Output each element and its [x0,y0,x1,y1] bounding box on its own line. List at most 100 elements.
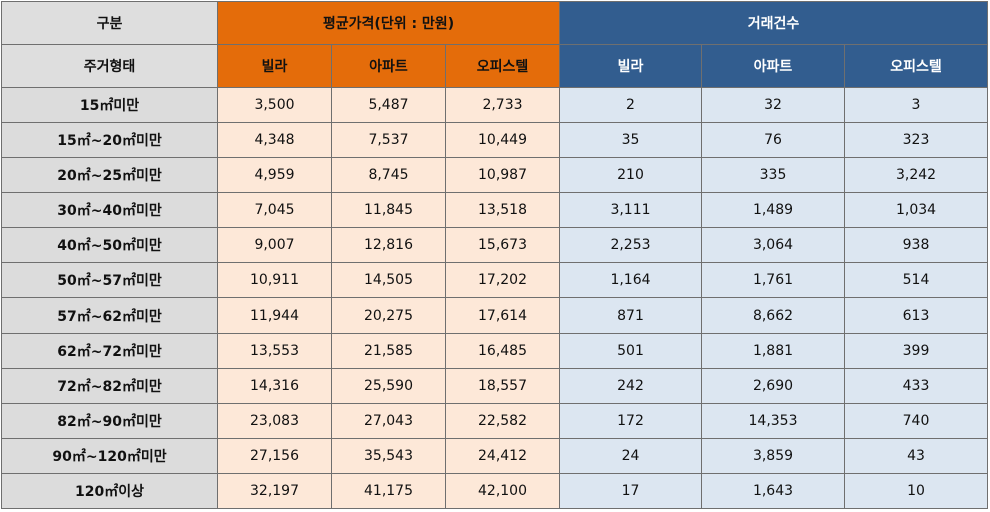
table-row: 40㎡~50㎡미만 9,007 12,816 15,673 2,253 3,064 938 [1,227,989,264]
price-cell-villa: 4,959 [217,157,332,194]
price-cell-villa: 10,911 [217,262,332,299]
table-row: 20㎡~25㎡미만 4,959 8,745 10,987 210 335 3,242 [1,157,989,194]
count-cell-villa: 501 [559,332,702,369]
row-label: 90㎡~120㎡미만 [1,437,218,474]
row-label: 50㎡~57㎡미만 [1,262,218,299]
row-label: 40㎡~50㎡미만 [1,227,218,264]
table-row: 82㎡~90㎡미만 23,083 27,043 22,582 172 14,353 740 [1,402,989,439]
price-cell-villa: 9,007 [217,227,332,264]
count-cell-villa: 2,253 [559,227,702,264]
price-cell-apartment: 5,487 [331,86,446,124]
row-label: 15㎡미만 [1,86,218,124]
count-cell-officetel: 613 [843,297,989,334]
count-cell-villa: 871 [559,297,702,334]
table-row: 30㎡~40㎡미만 7,045 11,845 13,518 3,111 1,489 1,03… [1,192,989,229]
price-cell-officetel: 15,673 [445,227,560,264]
count-cell-villa: 242 [559,367,702,404]
price-cell-officetel: 17,614 [445,297,560,334]
row-label: 120㎡이상 [1,472,218,510]
count-cell-officetel: 433 [843,367,989,404]
price-cell-villa: 14,316 [217,367,332,404]
table-row: 62㎡~72㎡미만 13,553 21,585 16,485 501 1,881 399 [1,332,989,369]
price-cell-apartment: 7,537 [331,122,446,159]
count-cell-villa: 35 [559,122,702,159]
count-cell-officetel: 399 [843,332,989,369]
count-cell-officetel: 3 [843,86,989,124]
price-cell-officetel: 18,557 [445,367,560,404]
price-cell-officetel: 16,485 [445,332,560,369]
price-cell-apartment: 14,505 [331,262,446,299]
price-cell-officetel: 10,987 [445,157,560,194]
row-label: 57㎡~62㎡미만 [1,297,218,334]
count-cell-apartment: 76 [701,122,845,159]
price-cell-villa: 13,553 [217,332,332,369]
price-cell-apartment: 12,816 [331,227,446,264]
count-cell-villa: 3,111 [559,192,702,229]
count-cell-officetel: 43 [843,437,989,474]
count-cell-villa: 17 [559,472,702,510]
price-cell-villa: 23,083 [217,402,332,439]
count-col-officetel: 오피스텔 [843,44,989,88]
category-header: 구분 [1,1,218,45]
count-cell-officetel: 323 [843,122,989,159]
housing-type-header: 주거형태 [1,44,218,88]
table-row: 15㎡미만 3,500 5,487 2,733 2 32 3 [1,86,989,124]
row-label: 15㎡~20㎡미만 [1,122,218,159]
count-cell-officetel: 514 [843,262,989,299]
table-row: 72㎡~82㎡미만 14,316 25,590 18,557 242 2,690 433 [1,367,989,404]
price-cell-apartment: 35,543 [331,437,446,474]
price-cell-apartment: 27,043 [331,402,446,439]
count-cell-villa: 172 [559,402,702,439]
price-cell-villa: 27,156 [217,437,332,474]
count-cell-apartment: 2,690 [701,367,845,404]
count-cell-officetel: 938 [843,227,989,264]
count-cell-villa: 24 [559,437,702,474]
count-cell-apartment: 14,353 [701,402,845,439]
table-row: 120㎡이상 32,197 41,175 42,100 17 1,643 10 [1,472,989,510]
price-cell-villa: 32,197 [217,472,332,510]
price-cell-villa: 11,944 [217,297,332,334]
count-cell-villa: 210 [559,157,702,194]
count-cell-apartment: 335 [701,157,845,194]
header-row-top: 구분 평균가격(단위 : 만원) 거래건수 [1,1,989,45]
price-cell-apartment: 21,585 [331,332,446,369]
price-cell-officetel: 2,733 [445,86,560,124]
price-cell-villa: 3,500 [217,86,332,124]
count-cell-officetel: 3,242 [843,157,989,194]
row-label: 62㎡~72㎡미만 [1,332,218,369]
price-col-officetel: 오피스텔 [445,44,560,88]
count-col-apartment: 아파트 [701,44,845,88]
price-cell-apartment: 11,845 [331,192,446,229]
price-cell-officetel: 22,582 [445,402,560,439]
count-cell-officetel: 10 [843,472,989,510]
table-row: 90㎡~120㎡미만 27,156 35,543 24,412 24 3,859 43 [1,437,989,474]
row-label: 72㎡~82㎡미만 [1,367,218,404]
price-cell-officetel: 17,202 [445,262,560,299]
count-group-header: 거래건수 [558,1,989,45]
price-cell-apartment: 8,745 [331,157,446,194]
count-cell-apartment: 1,643 [701,472,845,510]
count-col-villa: 빌라 [559,44,702,88]
count-cell-apartment: 1,761 [701,262,845,299]
price-cell-officetel: 24,412 [445,437,560,474]
price-cell-apartment: 25,590 [331,367,446,404]
count-cell-officetel: 740 [843,402,989,439]
price-group-header: 평균가격(단위 : 만원) [217,1,560,45]
price-cell-officetel: 10,449 [445,122,560,159]
table-row: 50㎡~57㎡미만 10,911 14,505 17,202 1,164 1,761 514 [1,262,989,299]
price-cell-villa: 7,045 [217,192,332,229]
price-cell-villa: 4,348 [217,122,332,159]
table-body: 15㎡미만 3,500 5,487 2,733 2 32 3 15㎡~20㎡미만 4,348 7,… [1,86,989,510]
table-row: 15㎡~20㎡미만 4,348 7,537 10,449 35 76 323 [1,122,989,159]
count-cell-apartment: 32 [701,86,845,124]
count-cell-apartment: 1,881 [701,332,845,369]
count-cell-officetel: 1,034 [843,192,989,229]
price-cell-officetel: 13,518 [445,192,560,229]
header-row-sub: 주거형태 빌라 아파트 오피스텔 빌라 아파트 오피스텔 [1,44,989,88]
price-cell-officetel: 42,100 [445,472,560,510]
price-cell-apartment: 20,275 [331,297,446,334]
count-cell-apartment: 1,489 [701,192,845,229]
price-cell-apartment: 41,175 [331,472,446,510]
count-cell-apartment: 8,662 [701,297,845,334]
